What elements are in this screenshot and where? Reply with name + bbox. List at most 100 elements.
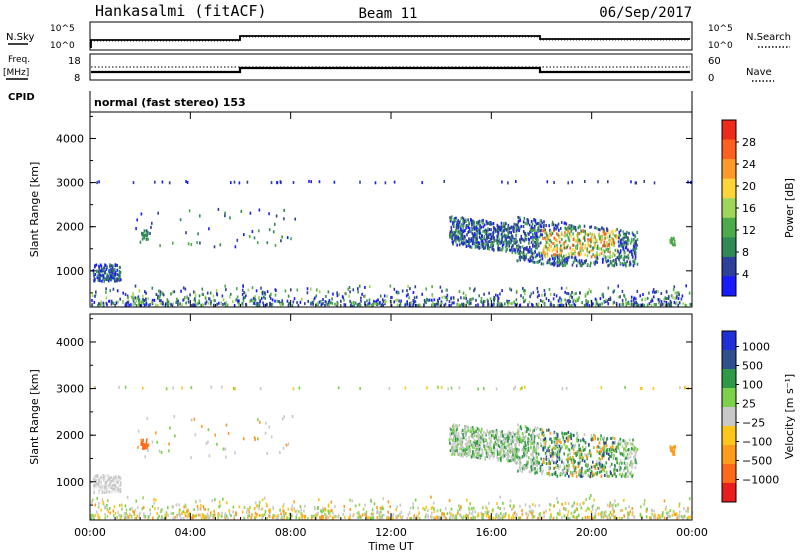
power-cell — [538, 253, 540, 257]
power-cell — [513, 229, 515, 233]
velocity-cell — [580, 453, 583, 456]
velocity-cell — [555, 436, 557, 440]
power-cell — [561, 256, 564, 260]
velocity-cell — [601, 449, 604, 453]
velocity-cell — [433, 510, 435, 513]
power-cell — [648, 302, 651, 306]
power-cell — [386, 294, 388, 298]
velocity-cell — [574, 516, 576, 519]
velocity-cell — [675, 512, 678, 516]
velocity-cell — [532, 515, 535, 519]
velocity-cell — [268, 510, 271, 514]
power-cell — [457, 219, 459, 223]
velocity-cell — [383, 513, 385, 517]
velocity-cell — [373, 502, 376, 506]
velocity-cell — [367, 517, 370, 520]
velocity-cell — [561, 387, 564, 391]
power-cell — [195, 302, 198, 306]
velocity-cell — [430, 515, 432, 518]
power-cell — [517, 226, 520, 230]
velocity-cell — [522, 439, 524, 443]
power-cell — [627, 236, 629, 240]
velocity-cell — [628, 505, 630, 509]
velocity-cell — [475, 434, 478, 438]
power-cell — [450, 228, 453, 232]
power-cell — [567, 256, 569, 259]
velocity-cell — [466, 442, 468, 446]
velocity-cell — [593, 473, 595, 477]
velocity-cell — [517, 469, 519, 473]
velocity-cell — [605, 510, 607, 514]
velocity-cell — [628, 471, 631, 475]
power-cell — [276, 181, 278, 185]
power-cell — [102, 301, 105, 305]
power-cell — [145, 237, 148, 241]
power-cell — [609, 298, 612, 301]
power-cell — [437, 298, 439, 302]
velocity-cell — [592, 437, 595, 441]
velocity-cell — [577, 514, 580, 518]
velocity-cell — [112, 476, 115, 480]
velocity-cell — [266, 516, 268, 520]
velocity-cell — [303, 509, 305, 513]
power-cell — [564, 231, 566, 235]
power-cell — [611, 259, 614, 263]
velocity-cell — [326, 515, 329, 519]
velocity-cell — [666, 514, 669, 518]
velocity-cell — [219, 504, 221, 508]
velocity-cell — [104, 486, 107, 490]
power-cell — [625, 244, 628, 248]
power-cell — [462, 224, 465, 228]
power-cell — [491, 240, 494, 244]
velocity-cell — [389, 517, 391, 520]
velocity-cell — [219, 500, 221, 504]
velocity-cell — [213, 513, 216, 517]
power-cell — [328, 301, 331, 305]
power-cell — [291, 304, 294, 308]
velocity-cell — [584, 448, 586, 452]
velocity-cell — [508, 516, 510, 520]
power-cell — [579, 250, 581, 254]
velocity-cell — [121, 503, 123, 507]
power-cell — [527, 219, 530, 223]
power-cell — [504, 302, 506, 306]
velocity-cell — [471, 452, 474, 456]
velocity-cell — [535, 446, 538, 450]
power-cell — [208, 297, 211, 301]
velocity-cell — [536, 456, 538, 460]
velocity-cell — [473, 453, 475, 456]
power-cell — [353, 304, 355, 308]
velocity-cell — [589, 449, 591, 453]
velocity-cell — [486, 507, 488, 511]
velocity-cell — [605, 441, 607, 445]
velocity-cell — [193, 508, 195, 511]
velocity-cell — [210, 385, 213, 389]
power-cell — [617, 249, 619, 253]
velocity-cell — [511, 458, 513, 462]
velocity-cell — [635, 461, 637, 465]
power-cell — [617, 284, 619, 288]
velocity-cell — [257, 437, 259, 441]
power-cell — [476, 232, 478, 236]
power-cell — [458, 290, 461, 293]
power-cell — [271, 302, 274, 306]
power-cell — [625, 304, 628, 307]
power-cell — [572, 238, 575, 241]
velocity-cell — [264, 510, 267, 513]
power-cell — [237, 299, 239, 303]
power-cell — [602, 230, 605, 234]
velocity-cell — [103, 482, 106, 486]
power-cell — [548, 260, 550, 264]
power-cell — [591, 248, 594, 252]
velocity-cell — [499, 456, 502, 460]
velocity-cell — [577, 450, 579, 454]
power-cell — [596, 244, 599, 248]
power-cell — [521, 237, 523, 241]
power-cell — [630, 249, 633, 253]
velocity-cell — [609, 501, 612, 505]
velocity-cell — [400, 510, 403, 514]
velocity-cell — [544, 451, 547, 455]
power-cell — [397, 291, 400, 295]
velocity-cell — [503, 437, 505, 441]
